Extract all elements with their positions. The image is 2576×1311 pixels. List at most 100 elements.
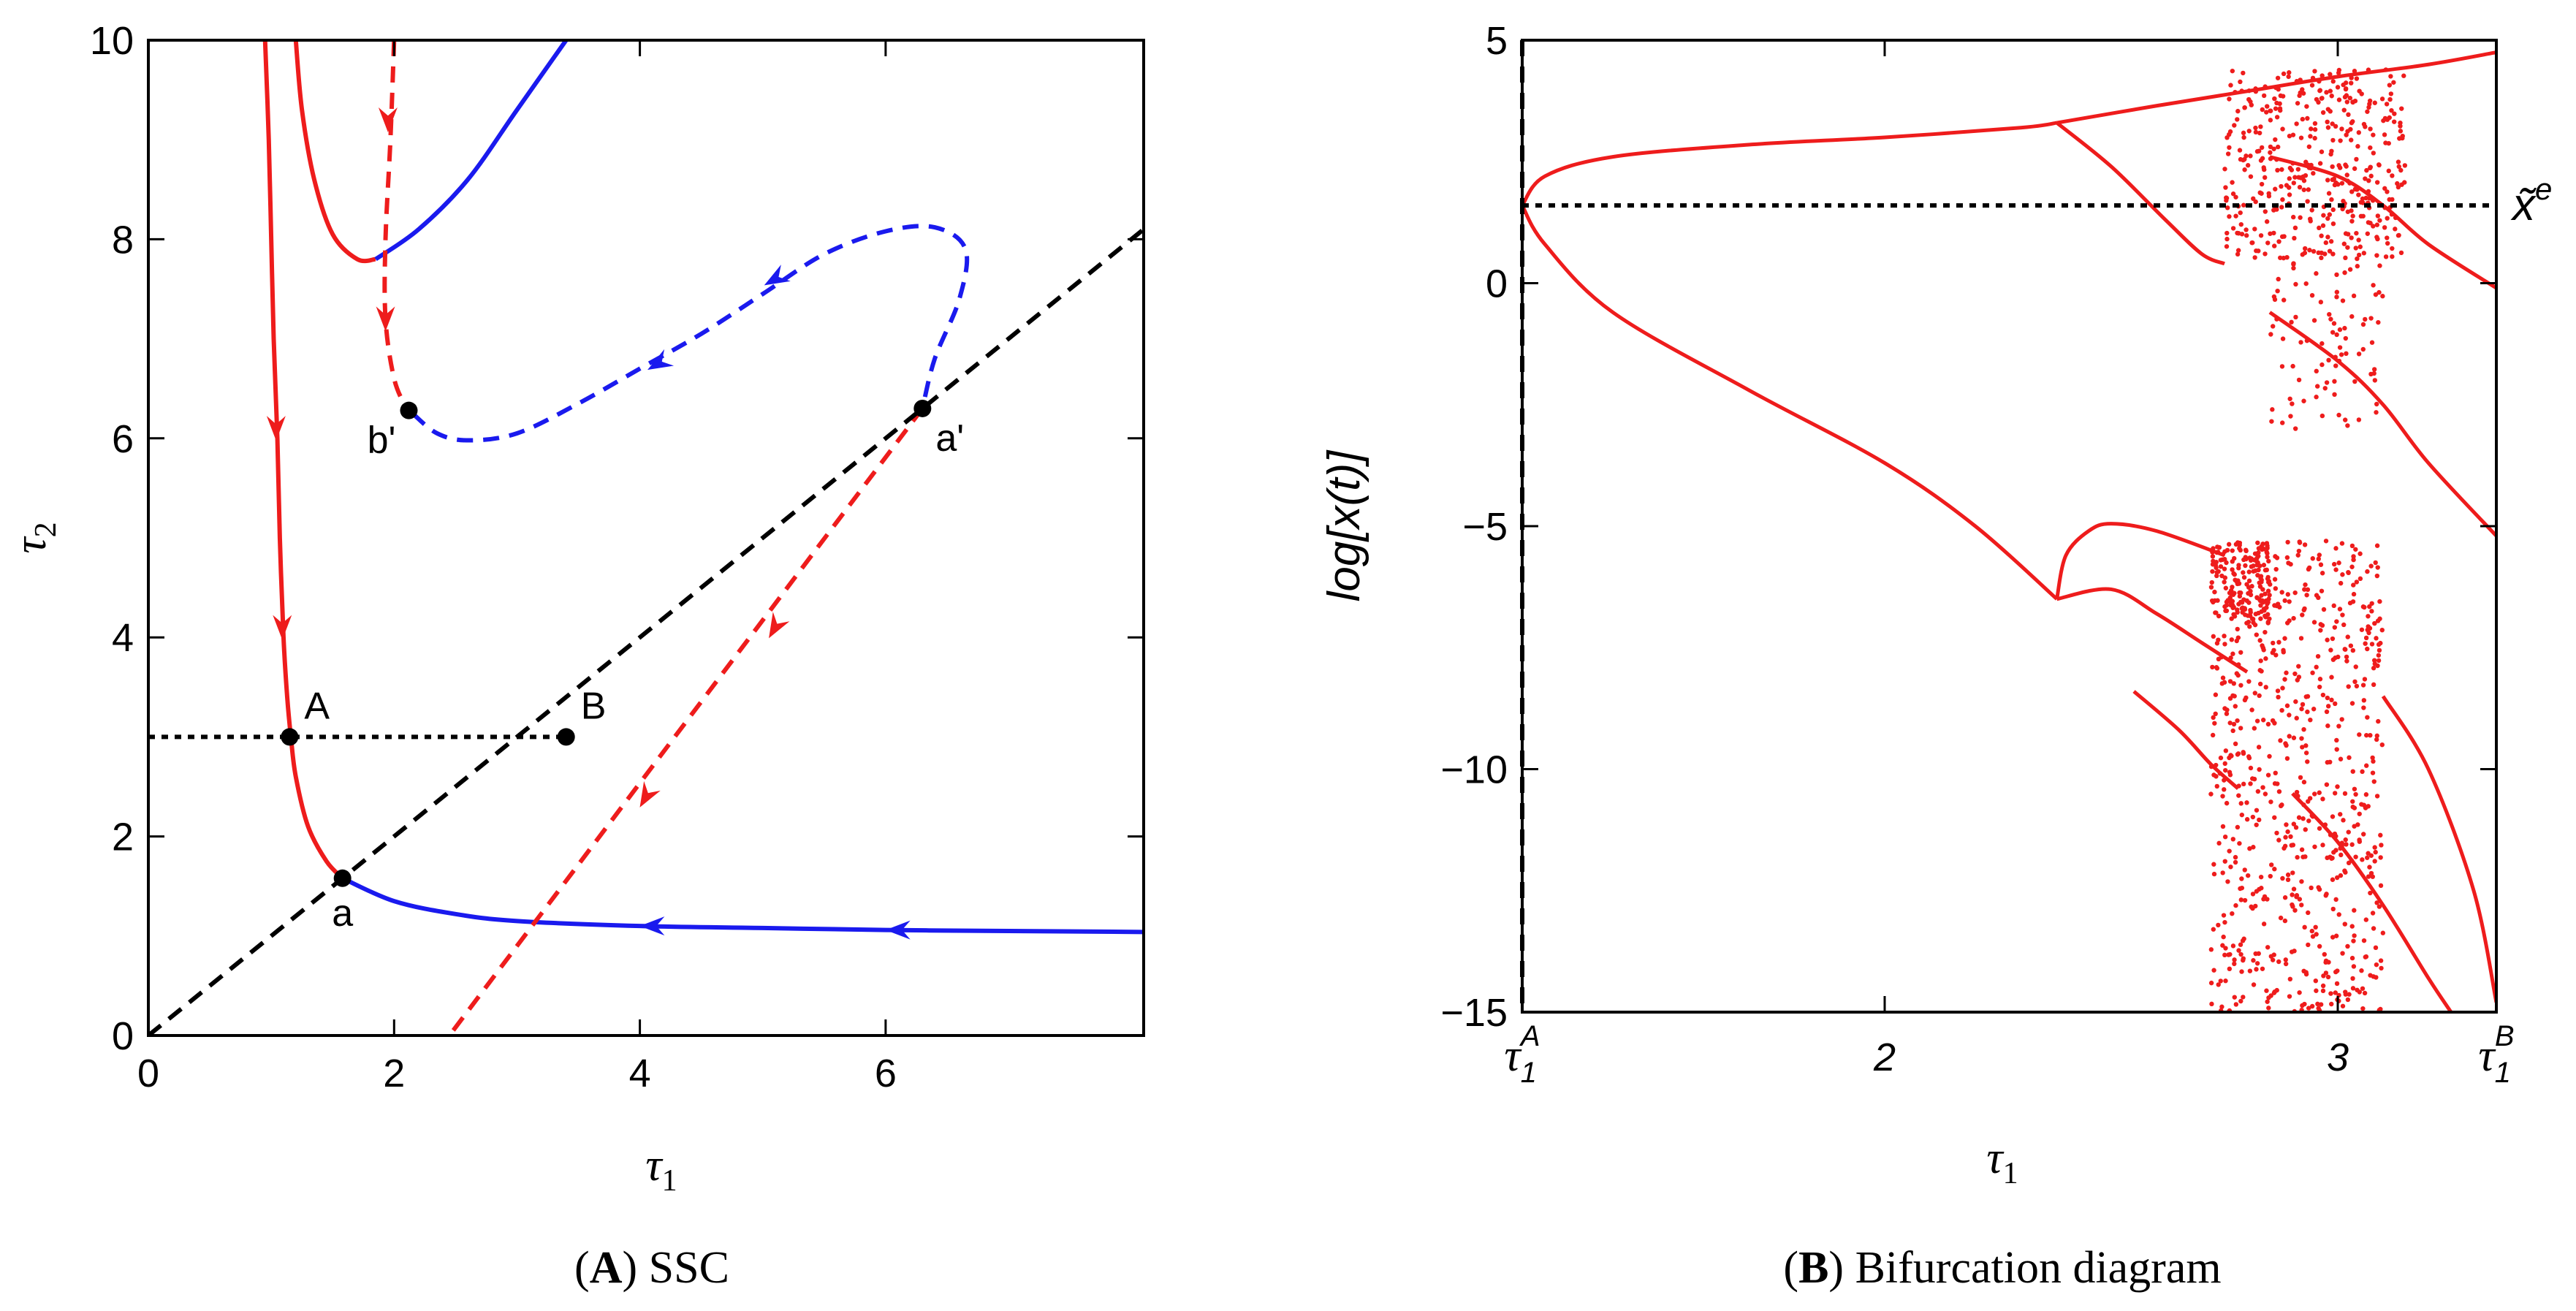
scatter-point <box>2230 911 2235 916</box>
scatter-point <box>2338 138 2343 143</box>
scatter-point <box>2303 854 2308 859</box>
scatter-point <box>2339 180 2345 186</box>
scatter-point <box>2235 626 2240 632</box>
scatter-point <box>2268 144 2273 150</box>
scatter-point <box>2276 276 2281 282</box>
point-label-a: a <box>332 892 353 935</box>
scatter-point <box>2345 943 2350 949</box>
scatter-point <box>2260 645 2265 650</box>
scatter-point <box>2227 755 2232 761</box>
scatter-point <box>2224 205 2230 210</box>
scatter-point <box>2241 130 2246 136</box>
scatter-point <box>2287 994 2292 999</box>
scatter-point <box>2253 125 2258 131</box>
scatter-point <box>2373 292 2379 297</box>
scatter-point <box>2287 70 2292 75</box>
scatter-point <box>2211 634 2216 639</box>
scatter-point <box>2250 616 2256 622</box>
scatter-point <box>2323 960 2328 965</box>
scatter-point <box>2257 598 2263 604</box>
scatter-point <box>2295 167 2301 172</box>
scatter-point <box>2352 786 2357 791</box>
scatter-point <box>2310 75 2316 80</box>
scatter-point <box>2371 132 2376 137</box>
scatter-point <box>2257 767 2262 772</box>
scatter-point <box>2224 707 2230 712</box>
scatter-point <box>2357 88 2362 94</box>
scatter-point <box>2396 164 2401 170</box>
scatter-point <box>2316 556 2321 562</box>
scatter-point <box>2263 685 2268 690</box>
scatter-point <box>2276 837 2281 843</box>
scatter-point <box>2254 822 2259 827</box>
scatter-point <box>2258 658 2263 664</box>
scatter-point <box>2344 351 2349 357</box>
scatter-point <box>2301 178 2307 183</box>
scatter-point <box>2210 664 2215 670</box>
red-solid-curve <box>262 40 344 880</box>
scatter-point <box>2312 127 2318 132</box>
scatter-point <box>2250 892 2256 897</box>
scatter-point <box>2236 581 2242 586</box>
scatter-point <box>2295 101 2300 106</box>
scatter-point <box>2343 255 2348 261</box>
scatter-point <box>2338 352 2344 357</box>
scatter-point <box>2371 658 2377 663</box>
scatter-point <box>2320 692 2326 698</box>
scatter-point <box>2233 577 2238 582</box>
scatter-point <box>2253 199 2258 205</box>
scatter-point <box>2273 586 2279 591</box>
scatter-point <box>2220 824 2226 829</box>
scatter-point <box>2252 255 2257 260</box>
a-ytick-label: 0 <box>112 1014 134 1058</box>
scatter-point <box>2337 327 2343 332</box>
scatter-point <box>2314 932 2319 937</box>
scatter-point <box>2293 314 2298 320</box>
scatter-point <box>2294 121 2299 126</box>
arrow-head-6 <box>769 612 790 639</box>
scatter-point <box>2261 922 2267 927</box>
scatter-point <box>2236 948 2241 953</box>
scatter-point <box>2314 384 2320 389</box>
scatter-point <box>2243 695 2249 701</box>
scatter-point <box>2286 74 2291 80</box>
scatter-point <box>2320 223 2326 228</box>
scatter-point <box>2298 636 2304 641</box>
scatter-point <box>2247 624 2252 629</box>
scatter-point <box>2268 231 2273 236</box>
scatter-point <box>2334 981 2340 987</box>
upper-branch-split <box>2056 121 2225 266</box>
scatter-point <box>2292 426 2298 431</box>
scatter-point <box>2324 709 2330 715</box>
scatter-point <box>2328 109 2333 114</box>
scatter-point <box>2241 574 2247 580</box>
scatter-point <box>2346 829 2351 835</box>
scatter-point <box>2330 121 2335 126</box>
scatter-point <box>2268 108 2273 113</box>
scatter-point <box>2372 661 2377 666</box>
scatter-point <box>2256 745 2262 750</box>
scatter-point <box>2281 650 2286 655</box>
scatter-point <box>2374 410 2379 415</box>
scatter-point <box>2227 590 2233 596</box>
scatter-point <box>2332 791 2338 796</box>
scatter-point <box>2336 412 2341 418</box>
black-dashed-diagonal <box>148 227 1144 1036</box>
blue-solid-upper-curve <box>374 40 569 262</box>
scatter-point <box>2258 233 2264 238</box>
scatter-point <box>2330 137 2336 143</box>
scatter-point <box>2219 1004 2224 1009</box>
scatter-point <box>2228 656 2233 661</box>
scatter-point <box>2330 251 2336 256</box>
scatter-point <box>2398 167 2404 173</box>
scatter-point <box>2368 145 2373 151</box>
scatter-point <box>2302 924 2307 930</box>
scatter-point <box>2349 235 2354 240</box>
scatter-point <box>2340 298 2346 303</box>
scatter-point <box>2325 695 2330 701</box>
scatter-point <box>2211 599 2216 605</box>
scatter-point <box>2319 588 2325 593</box>
panel-a-ylabel: τ2 <box>6 522 63 553</box>
scatter-point <box>2235 248 2241 253</box>
scatter-point <box>2363 316 2368 322</box>
